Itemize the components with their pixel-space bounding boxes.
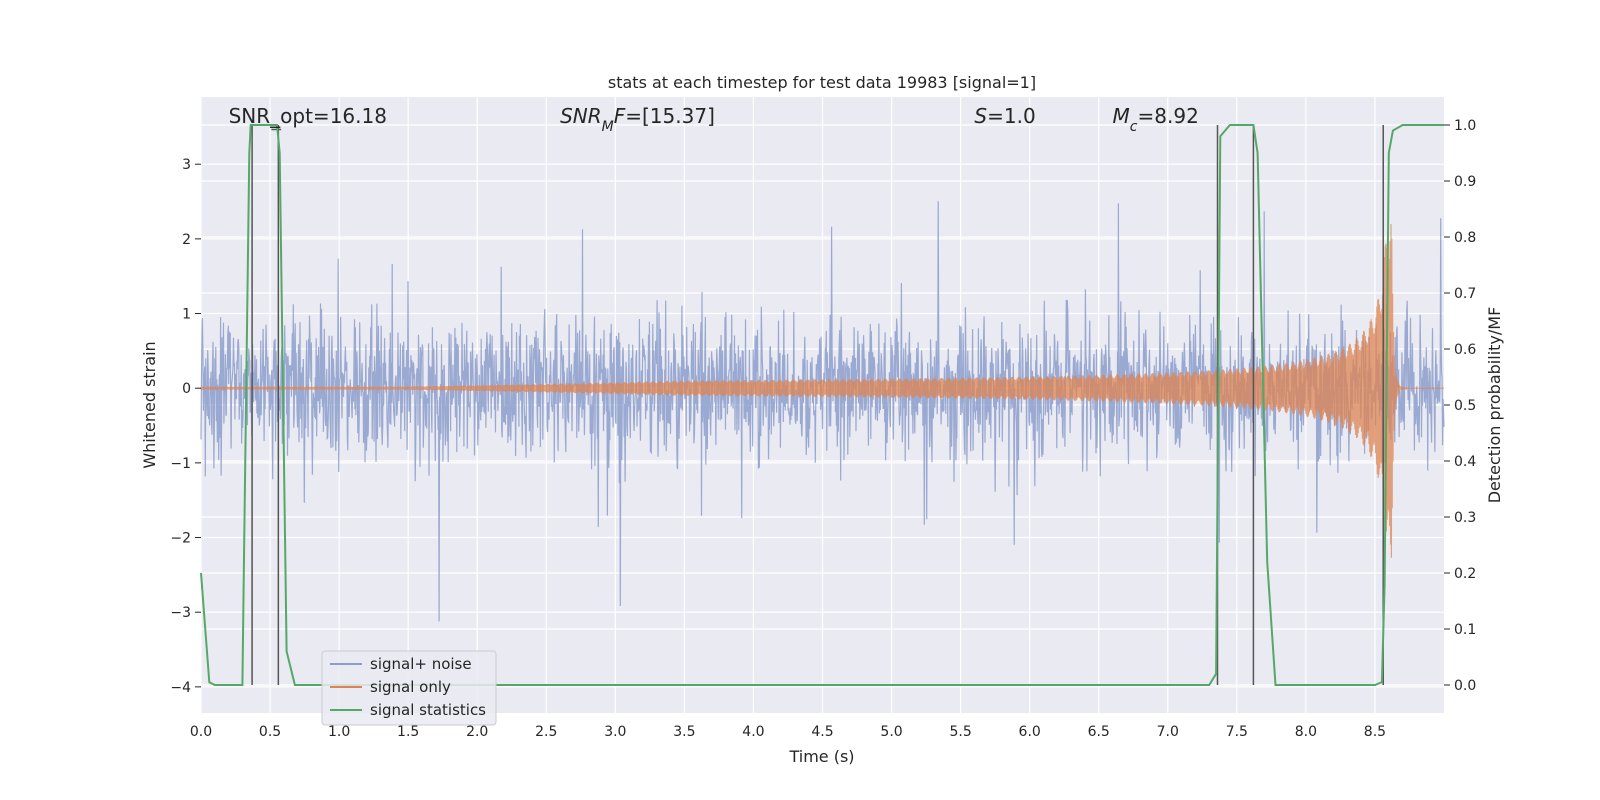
y-right-tick-label: 0.7 [1454,286,1476,302]
y-right-tick-label: 0.8 [1454,230,1476,246]
x-tick-label: 4.5 [811,724,833,740]
y-left-tick-label: −2 [170,531,191,547]
x-tick-label: 7.5 [1226,724,1248,740]
x-tick-label: 2.5 [535,724,557,740]
series-signal-statistics [200,124,1444,686]
x-tick-label: 6.0 [1019,724,1041,740]
y-right-tick-label: 0.0 [1454,678,1476,694]
x-tick-label: 5.5 [949,724,971,740]
annotations: SNR_opt=16.18 SNRMF=[15.37] S=1.0 Mc=8.92 [229,104,1199,135]
annotation: SNRMF=[15.37] [560,104,715,135]
series-signal-only [200,224,1444,558]
chirp-series [200,224,1444,558]
y-right-tick-label: 0.4 [1454,454,1476,470]
y-left-tick-label: 2 [182,232,191,248]
y-right-tick-label: 0.5 [1454,398,1476,414]
x-axis-label: Time (s) [788,747,854,766]
x-tick-label: 3.5 [673,724,695,740]
legend-label-signal: signal only [370,678,451,696]
y-left-tick-label: 1 [182,307,191,323]
annotation: SNR_opt=16.18 [229,104,387,128]
y-right-tick-label: 0.9 [1454,174,1476,190]
y-left-tick-label: −3 [170,605,191,621]
legend: signal+ noise signal only signal statist… [321,650,497,726]
legend-box [321,650,497,726]
y-left-tick-label: 0 [182,381,191,397]
y-right-tick-label: 1.0 [1454,118,1476,134]
chart-title: stats at each timestep for test data 199… [608,73,1036,92]
annotation: S=1.0 [974,104,1035,128]
x-tick-label: 4.0 [742,724,764,740]
x-tick-label: 0.0 [190,724,212,740]
x-tick-label: 7.0 [1157,724,1179,740]
x-tick-label: 8.5 [1364,724,1386,740]
x-tick-label: 8.0 [1295,724,1317,740]
y-right-tick-label: 0.1 [1454,622,1476,638]
y-right-tick-label: 0.6 [1454,342,1476,358]
y-left-tick-label: −1 [170,456,191,472]
y-right-tick-label: 0.3 [1454,510,1476,526]
y-left-axis-label: Whitened strain [140,341,159,468]
y-right-axis-label: Detection probability/MF [1485,307,1504,504]
y-left-axis-ticks: −4 −3 −2 −1 0 1 2 3 [170,157,201,696]
statistics-series [200,124,1444,686]
x-tick-label: 1.5 [397,724,419,740]
x-tick-label: 0.5 [259,724,281,740]
legend-label-noise: signal+ noise [370,655,472,673]
x-axis-ticks: 0.0 0.5 1.0 1.5 2.0 2.5 3.0 3.5 4.0 4.5 5.0 5.5 6.0 6… [190,724,1386,740]
annotation: Mc=8.92 [1113,104,1199,135]
y-right-tick-label: 0.2 [1454,566,1476,582]
y-right-axis-ticks: 0.0 0.1 0.2 0.3 0.4 0.5 0.6 0.7 0.8 0.9 1.0 [1444,118,1476,694]
y-left-tick-label: 3 [182,157,191,173]
x-tick-label: 3.0 [604,724,626,740]
x-tick-label: 2.0 [466,724,488,740]
x-tick-label: 6.5 [1088,724,1110,740]
y-left-tick-label: −4 [170,680,191,696]
legend-label-statistics: signal statistics [370,701,486,719]
x-tick-label: 1.0 [328,724,350,740]
x-tick-label: 5.0 [880,724,902,740]
